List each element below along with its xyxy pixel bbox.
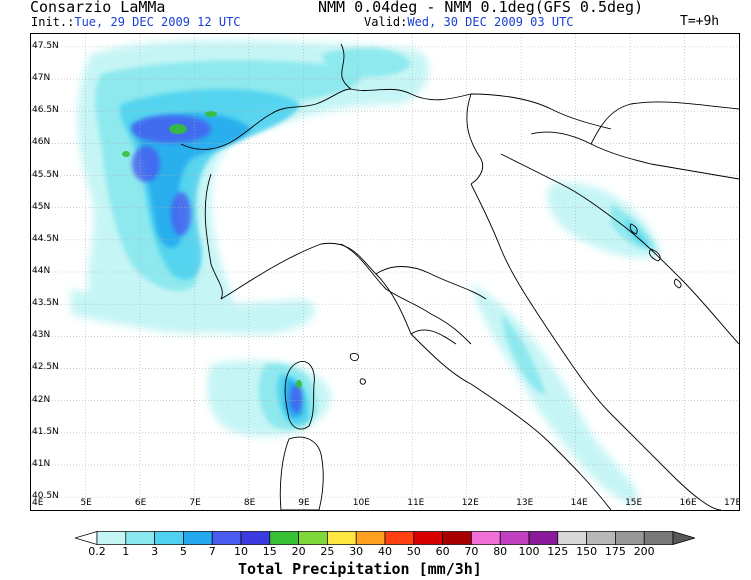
colorbar-level-label: 20 bbox=[291, 545, 306, 558]
lon-label: 10E bbox=[352, 498, 370, 508]
colorbar-level-label: 70 bbox=[464, 545, 479, 558]
colorbar-level-label: 5 bbox=[179, 545, 187, 558]
colorbar-swatch bbox=[528, 531, 559, 545]
colorbar-swatch bbox=[615, 531, 645, 545]
lat-label: 43N bbox=[32, 330, 51, 341]
colorbar-swatch bbox=[269, 531, 299, 545]
lat-label: 47.5N bbox=[32, 40, 59, 51]
colorbar-swatch bbox=[96, 531, 127, 545]
colorbar-swatch bbox=[471, 531, 501, 545]
colorbar-max-arrow bbox=[672, 531, 695, 545]
colorbar-level-label: 100 bbox=[518, 545, 540, 558]
valid-label: Valid: bbox=[364, 15, 408, 29]
colorbar-level-label: 25 bbox=[320, 545, 335, 558]
lat-label: 40.5N bbox=[32, 491, 59, 502]
lat-label: 44N bbox=[32, 266, 51, 276]
valid-value: Wed, 30 DEC 2009 03 UTC bbox=[407, 15, 574, 29]
colorbar-level-label: 7 bbox=[208, 545, 216, 558]
lon-label: 14E bbox=[570, 498, 588, 508]
colorbar-level-label: 1 bbox=[122, 545, 130, 558]
colorbar-swatch bbox=[413, 531, 443, 545]
lead-time: T=+9h bbox=[680, 14, 720, 29]
colorbar-swatch bbox=[327, 531, 357, 545]
colorbar-min-arrow bbox=[75, 531, 98, 545]
colorbar-labels: 0.2 1 3 5 7 10 15 20 25 30 40 50 60 70 80 100 125 150 175 2… bbox=[0, 545, 751, 559]
colorbar-level-label: 60 bbox=[435, 545, 450, 558]
lon-label: 17E bbox=[724, 498, 740, 508]
colorbar-level-label: 50 bbox=[406, 545, 421, 558]
lon-label: 4E bbox=[32, 498, 44, 508]
colorbar-swatch bbox=[154, 531, 184, 545]
lat-lon-grid bbox=[31, 34, 739, 510]
colorbar-swatch bbox=[557, 531, 587, 545]
lat-label: 45.5N bbox=[32, 169, 59, 180]
colorbar-swatch bbox=[211, 531, 242, 545]
precipitation-field bbox=[71, 40, 661, 504]
init-time: Init.:Tue, 29 DEC 2009 12 UTC bbox=[31, 15, 241, 29]
lat-label: 46N bbox=[32, 137, 51, 148]
colorbar-swatch bbox=[586, 531, 616, 545]
coastlines bbox=[180, 43, 739, 510]
colorbar-level-label: 150 bbox=[576, 545, 598, 558]
lat-label: 41.5N bbox=[32, 426, 59, 437]
colorbar-level-label: 125 bbox=[547, 545, 569, 558]
colorbar-title: Total Precipitation [mm/3h] bbox=[238, 560, 482, 578]
lat-label: 41N bbox=[32, 458, 51, 469]
source-title: Consarzio LaMMa bbox=[30, 0, 166, 16]
lon-label: 5E bbox=[80, 498, 92, 508]
colorbar-swatch bbox=[643, 531, 674, 545]
init-label: Init.: bbox=[31, 15, 75, 29]
colorbar-swatch bbox=[298, 531, 328, 545]
lat-label: 43.5N bbox=[32, 298, 59, 309]
colorbar-level-label: 80 bbox=[493, 545, 508, 558]
colorbar-level-label: 0.2 bbox=[88, 545, 106, 558]
lon-label: 13E bbox=[516, 498, 534, 508]
colorbar-level-label: 10 bbox=[234, 545, 248, 558]
valid-time: Valid:Wed, 30 DEC 2009 03 UTC bbox=[364, 15, 574, 29]
lon-label: 16E bbox=[679, 498, 697, 508]
lat-label: 47N bbox=[32, 73, 51, 84]
colorbar-level-label: 40 bbox=[378, 545, 392, 558]
map-canvas bbox=[31, 34, 739, 510]
lon-label: 7E bbox=[189, 498, 201, 508]
colorbar-level-label: 3 bbox=[151, 545, 159, 558]
colorbar-swatch bbox=[384, 531, 415, 545]
colorbar-swatch bbox=[240, 531, 271, 545]
lat-label: 44.5N bbox=[32, 233, 59, 244]
colorbar-swatch bbox=[125, 531, 155, 545]
init-value: Tue, 29 DEC 2009 12 UTC bbox=[74, 15, 241, 29]
colorbar-swatch bbox=[355, 531, 386, 545]
precipitation-map: 47.5N 47N 46.5N 46N 45.5N 45N 44.5N 44N 43.5N 43N… bbox=[30, 33, 740, 511]
colorbar-swatch bbox=[499, 531, 530, 545]
lat-label: 42.5N bbox=[32, 362, 59, 373]
colorbar-level-label: 175 bbox=[604, 545, 626, 558]
lon-label: 12E bbox=[461, 498, 479, 508]
precipitation-colorbar bbox=[75, 531, 695, 545]
lon-label: 9E bbox=[298, 498, 310, 508]
colorbar-level-label: 15 bbox=[262, 545, 277, 558]
colorbar-swatch bbox=[183, 531, 213, 545]
lat-label: 42N bbox=[32, 394, 51, 405]
colorbar-level-label: 200 bbox=[633, 545, 655, 558]
model-title: NMM 0.04deg - NMM 0.1deg(GFS 0.5deg) bbox=[318, 0, 644, 16]
colorbar-level-label: 30 bbox=[349, 545, 364, 558]
lon-label: 15E bbox=[625, 498, 643, 508]
lat-label: 46.5N bbox=[32, 105, 59, 116]
colorbar-swatch bbox=[442, 531, 472, 545]
lon-label: 6E bbox=[134, 498, 147, 508]
lon-label: 8E bbox=[243, 498, 256, 508]
lat-label: 45N bbox=[32, 201, 51, 212]
lon-label: 11E bbox=[407, 498, 425, 508]
